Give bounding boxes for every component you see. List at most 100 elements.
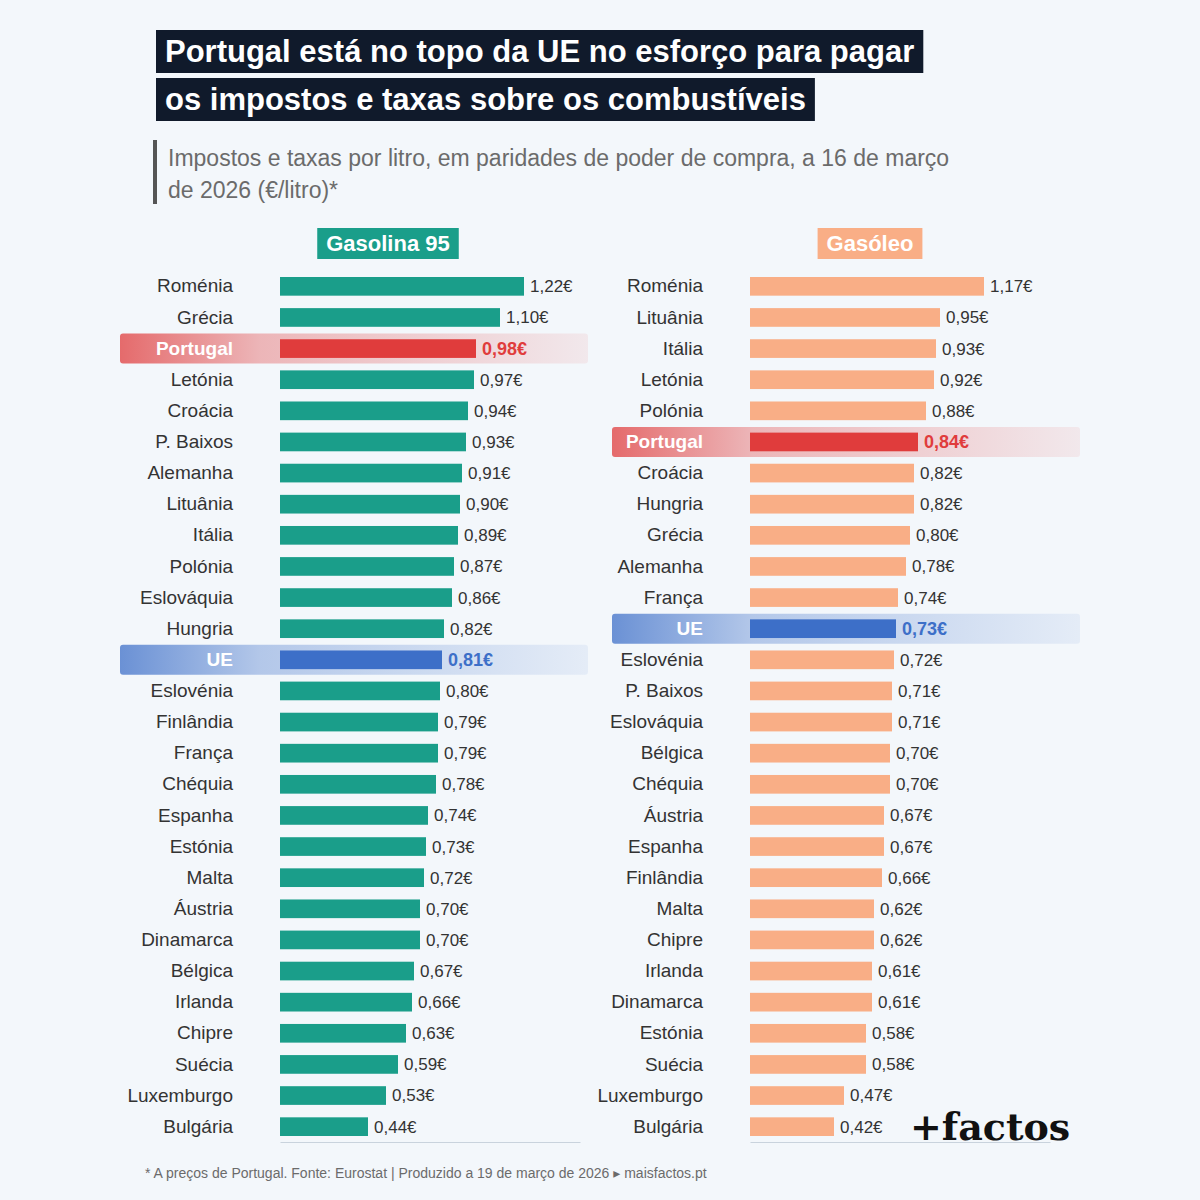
row-highlight [120, 334, 588, 364]
bar [280, 557, 454, 576]
bar [280, 713, 438, 732]
tick: Irlanda [175, 991, 234, 1012]
data-label: 0,71€ [898, 713, 941, 732]
tick-label: Eslovénia [621, 649, 704, 670]
data-label: 0,78€ [442, 775, 485, 794]
tick-label: P. Baixos [625, 680, 703, 701]
data-label: 0,79€ [444, 744, 487, 763]
row-highlight [612, 427, 1080, 457]
bars [750, 277, 984, 1136]
bar [750, 1086, 844, 1105]
tick-label: Irlanda [175, 991, 234, 1012]
tick-label: Áustria [644, 805, 704, 826]
bar [280, 837, 426, 856]
data-label: 0,86€ [458, 589, 501, 608]
panel-1: GasóleoRoméniaLituâniaItáliaLetóniaPolón… [597, 228, 1080, 1143]
data-label: 0,82€ [450, 620, 493, 639]
tick: UE [677, 618, 703, 639]
title: os impostos e taxas sobre os combustívei… [165, 82, 806, 117]
row-highlight [612, 614, 1080, 644]
data-label: 0,82€ [920, 464, 963, 483]
tick: França [644, 587, 704, 608]
tick: Estónia [170, 836, 234, 857]
data-label: 0,81€ [448, 650, 493, 670]
tick-label: Hungria [636, 493, 703, 514]
x-axis-line [281, 1142, 581, 1143]
tick-label: Bulgária [633, 1116, 703, 1137]
bar [750, 1055, 866, 1074]
footnote: * A preços de Portugal. Fonte: Eurostat … [145, 1165, 707, 1181]
tick: Chéquia [632, 773, 703, 794]
tick-label: Dinamarca [611, 991, 703, 1012]
tick: Eslováquia [140, 587, 233, 608]
title-box [156, 30, 923, 73]
tick: Bulgária [633, 1116, 703, 1137]
tick-label: Roménia [627, 275, 703, 296]
data-label: 0,98€ [482, 339, 527, 359]
tick-label: Suécia [645, 1053, 704, 1074]
bar [750, 277, 984, 296]
tick-label: UE [677, 618, 703, 639]
tick: França [174, 742, 234, 763]
data-label: 0,84€ [924, 432, 969, 452]
tick: Alemanha [147, 462, 233, 483]
tick-label: Itália [193, 524, 234, 545]
bar [750, 1024, 866, 1043]
bar [280, 370, 474, 389]
tick: Malta [657, 898, 704, 919]
bar [750, 682, 892, 701]
data-label: 0,72€ [900, 651, 943, 670]
tick-label: Eslováquia [140, 587, 233, 608]
title-group: Portugal está no topo da UE no esforço p… [156, 30, 923, 121]
data-label: 0,58€ [872, 1024, 915, 1043]
panel-title: Gasóleo [827, 231, 914, 256]
bar [750, 775, 890, 794]
tick: Eslovénia [151, 680, 234, 701]
data-label: 0,70€ [426, 931, 469, 950]
data-label: 0,82€ [920, 495, 963, 514]
tick-label: Lituânia [636, 307, 703, 328]
tick-label: Letónia [171, 369, 234, 390]
tick: P. Baixos [155, 431, 233, 452]
data-label: 0,93€ [942, 340, 985, 359]
data-label: 0,62€ [880, 900, 923, 919]
panel-title: Gasolina 95 [326, 231, 450, 256]
tick-label: Dinamarca [141, 929, 233, 950]
tick: Croácia [168, 400, 234, 421]
data-label: 0,92€ [940, 371, 983, 390]
tick-label: Espanha [628, 836, 703, 857]
tick: Finlândia [626, 867, 704, 888]
tick: Letónia [641, 369, 704, 390]
tick-label: Chipre [647, 929, 703, 950]
data-label: 0,71€ [898, 682, 941, 701]
tick-label: Bélgica [641, 742, 704, 763]
tick-label: Portugal [626, 431, 703, 452]
data-label: 0,67€ [890, 838, 933, 857]
tick: Eslovénia [621, 649, 704, 670]
tick: Malta [187, 867, 234, 888]
bar [280, 868, 424, 887]
tick: Eslováquia [610, 711, 703, 732]
bar [280, 464, 462, 483]
tick: Itália [193, 524, 234, 545]
bar [280, 650, 442, 669]
bar [750, 962, 872, 981]
data-label: 0,70€ [426, 900, 469, 919]
tick: P. Baixos [625, 680, 703, 701]
data-label: 0,70€ [896, 775, 939, 794]
tick: Grécia [177, 307, 233, 328]
tick-label: Polónia [640, 400, 704, 421]
data-label: 0,63€ [412, 1024, 455, 1043]
data-label: 0,74€ [434, 806, 477, 825]
tick-label: Chipre [177, 1022, 233, 1043]
tick-label: Irlanda [645, 960, 704, 981]
tick-label: Letónia [641, 369, 704, 390]
tick: Irlanda [645, 960, 704, 981]
tick-label: Luxemburgo [127, 1085, 233, 1106]
bar [750, 713, 892, 732]
tick: Espanha [158, 805, 233, 826]
y-axis: RoméniaGréciaPortugalLetóniaCroáciaP. Ba… [127, 275, 233, 1136]
data-label: 0,73€ [902, 619, 947, 639]
data-label: 0,66€ [888, 869, 931, 888]
data-label: 1,22€ [530, 277, 573, 296]
